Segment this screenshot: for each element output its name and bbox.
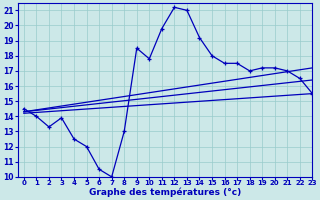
X-axis label: Graphe des températures (°c): Graphe des températures (°c) — [89, 188, 241, 197]
